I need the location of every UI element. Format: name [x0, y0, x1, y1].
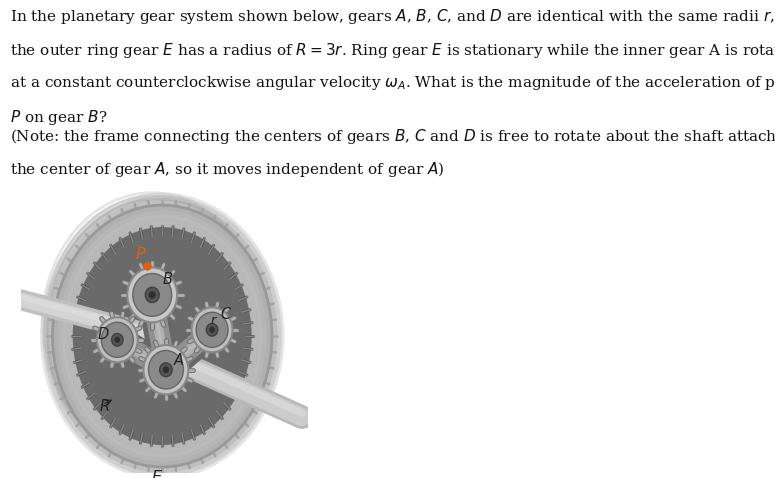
Text: the outer ring gear $E$ has a radius of $R = 3r$. Ring gear $E$ is stationary wh: the outer ring gear $E$ has a radius of … [10, 41, 775, 60]
Text: In the planetary gear system shown below, gears $A$, $B$, $C$, and $D$ are ident: In the planetary gear system shown below… [10, 7, 775, 26]
Text: $A$: $A$ [174, 352, 185, 368]
Ellipse shape [112, 334, 123, 346]
Ellipse shape [149, 350, 184, 389]
Ellipse shape [53, 205, 272, 467]
Ellipse shape [191, 307, 232, 352]
Text: $P$: $P$ [135, 246, 146, 263]
Text: (Note: the frame connecting the centers of gears $B$, $C$ and $D$ is free to rot: (Note: the frame connecting the centers … [10, 127, 775, 146]
Text: $E$: $E$ [151, 469, 164, 478]
Text: $r$: $r$ [209, 314, 218, 326]
Text: the center of gear $A$, so it moves independent of gear $A$): the center of gear $A$, so it moves inde… [10, 160, 445, 179]
Ellipse shape [102, 322, 133, 358]
Ellipse shape [143, 345, 188, 394]
Ellipse shape [73, 227, 252, 445]
Ellipse shape [127, 268, 177, 322]
Text: $R$: $R$ [98, 398, 109, 414]
Ellipse shape [206, 324, 218, 336]
Ellipse shape [209, 326, 215, 333]
Text: $B$: $B$ [162, 271, 174, 287]
Ellipse shape [149, 291, 156, 299]
Text: $D$: $D$ [98, 326, 110, 342]
Ellipse shape [145, 287, 159, 303]
Text: $P$ on gear $B$?: $P$ on gear $B$? [10, 108, 108, 127]
Text: $C$: $C$ [219, 305, 232, 322]
Ellipse shape [97, 317, 138, 362]
Ellipse shape [115, 337, 120, 343]
Ellipse shape [163, 366, 169, 373]
Ellipse shape [196, 312, 228, 348]
Ellipse shape [133, 273, 172, 316]
Text: at a constant counterclockwise angular velocity $\omega_A$. What is the magnitud: at a constant counterclockwise angular v… [10, 74, 775, 92]
Ellipse shape [160, 363, 172, 377]
